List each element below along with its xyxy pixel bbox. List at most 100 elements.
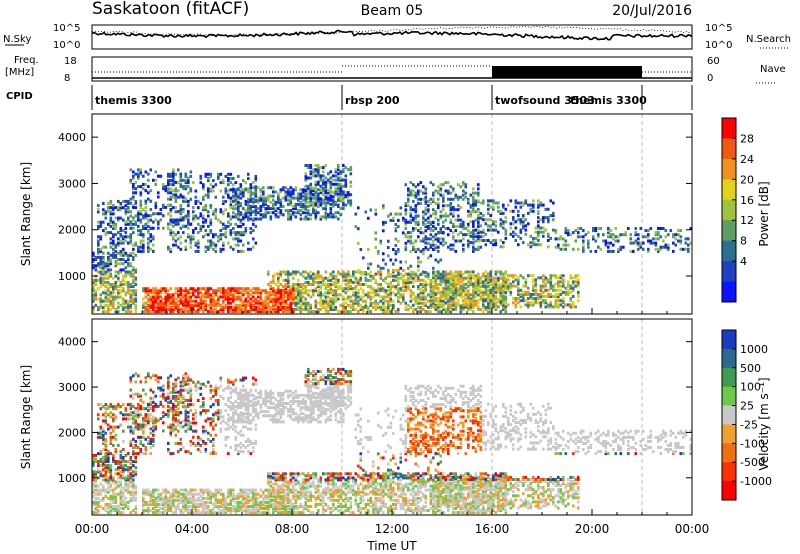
power-echo-cell xyxy=(117,237,120,241)
power-echo-cell xyxy=(437,239,440,243)
power-echo-cell xyxy=(434,291,438,295)
power-echo-cell xyxy=(334,305,338,309)
power-echo-cell xyxy=(559,303,563,307)
power-ytick-label: 4000 xyxy=(58,131,86,144)
power-echo-cell xyxy=(512,301,515,305)
power-echo-cell xyxy=(179,218,183,222)
power-echo-cell xyxy=(319,299,323,303)
power-echo-cell xyxy=(172,178,175,182)
power-echo-cell xyxy=(392,248,395,251)
power-echo-cell xyxy=(502,305,505,309)
power-echo-cell xyxy=(492,276,495,280)
power-echo-cell xyxy=(494,276,498,280)
power-echo-cell xyxy=(477,191,480,195)
power-echo-cell xyxy=(482,297,485,301)
power-echo-cell xyxy=(304,207,308,211)
power-echo-cell xyxy=(294,301,298,305)
power-echo-cell xyxy=(434,303,438,307)
power-echo-cell xyxy=(177,218,180,222)
power-echo-cell xyxy=(429,310,433,314)
power-echo-cell xyxy=(494,285,498,289)
power-echo-cell xyxy=(664,245,668,249)
velocity-echo-cell xyxy=(97,484,100,488)
power-echo-cell xyxy=(129,270,133,274)
velocity-echo-cell xyxy=(107,507,110,510)
power-echo-cell xyxy=(314,213,318,217)
velocity-echo-cell xyxy=(119,484,123,488)
power-echo-cell xyxy=(492,243,495,247)
power-echo-cell xyxy=(282,205,285,208)
power-echo-cell xyxy=(387,308,390,311)
power-echo-cell xyxy=(172,297,175,301)
power-echo-cell xyxy=(372,295,375,299)
power-echo-cell xyxy=(109,210,113,214)
power-echo-cell xyxy=(469,270,473,274)
power-echo-cell xyxy=(422,248,425,251)
velocity-echo-cell xyxy=(104,419,108,423)
power-echo-cell xyxy=(212,243,215,247)
velocity-echo-cell xyxy=(104,443,108,447)
power-echo-cell xyxy=(407,231,410,235)
power-echo-cell xyxy=(309,166,313,170)
power-echo-cell xyxy=(524,284,528,288)
power-echo-cell xyxy=(239,295,243,299)
power-echo-cell xyxy=(177,245,180,249)
power-echo-cell xyxy=(264,209,268,213)
power-echo-cell xyxy=(172,303,175,307)
power-echo-cell xyxy=(484,289,488,293)
power-echo-cell xyxy=(437,276,440,280)
power-echo-cell xyxy=(287,190,290,194)
power-echo-cell xyxy=(154,212,158,216)
power-echo-cell xyxy=(577,280,580,284)
power-echo-cell xyxy=(174,193,178,197)
power-echo-cell xyxy=(99,266,103,270)
power-echo-cell xyxy=(177,287,180,291)
power-echo-cell xyxy=(389,299,393,303)
power-echo-cell xyxy=(382,287,385,291)
power-echo-cell xyxy=(414,272,418,276)
cpid-segments: themis 3300 rbsp 200 twofsound 3503themis … xyxy=(95,85,647,110)
power-echo-cell xyxy=(552,284,555,288)
power-echo-cell xyxy=(152,237,155,241)
power-echo-cell xyxy=(124,299,128,303)
power-echo-cell xyxy=(227,189,230,193)
power-echo-cell xyxy=(239,308,243,311)
velocity-echo-cell xyxy=(129,456,133,459)
power-echo-cell xyxy=(134,243,138,247)
power-echo-cell xyxy=(292,211,295,215)
power-echo-cell xyxy=(384,291,388,295)
power-echo-cell xyxy=(167,183,170,187)
power-echo-cell xyxy=(654,247,658,251)
power-echo-cell xyxy=(344,291,348,295)
power-echo-cell xyxy=(649,227,653,230)
power-echo-cell xyxy=(307,176,310,180)
velocity-echo-cell xyxy=(114,468,118,472)
power-echo-cell xyxy=(437,260,440,264)
power-echo-cell xyxy=(439,295,443,298)
power-echo-cell xyxy=(612,243,615,247)
power-echo-cell xyxy=(187,222,190,226)
power-echo-cell xyxy=(429,303,433,307)
power-echo-cell xyxy=(157,310,160,314)
power-echo-cell xyxy=(189,299,193,303)
power-echo-cell xyxy=(144,183,148,186)
power-echo-cell xyxy=(399,266,403,270)
power-echo-cell xyxy=(274,310,278,314)
power-echo-cell xyxy=(227,299,230,303)
power-echo-cell xyxy=(107,303,110,307)
power-echo-cell xyxy=(132,197,135,201)
power-echo-cell xyxy=(154,218,158,222)
velocity-echo-cell xyxy=(129,496,133,500)
velocity-echo-cell xyxy=(114,500,118,504)
power-echo-cell xyxy=(587,231,590,235)
power-echo-cell xyxy=(382,223,385,226)
power-echo-cell xyxy=(209,189,213,193)
power-echo-cell xyxy=(462,272,465,276)
power-echo-cell xyxy=(347,289,350,293)
power-echo-cell xyxy=(532,241,535,245)
power-echo-cell xyxy=(434,202,438,205)
power-echo-cell xyxy=(262,289,265,293)
power-echo-cell xyxy=(207,233,210,237)
power-echo-cell xyxy=(112,243,115,247)
power-echo-cell xyxy=(432,243,435,247)
